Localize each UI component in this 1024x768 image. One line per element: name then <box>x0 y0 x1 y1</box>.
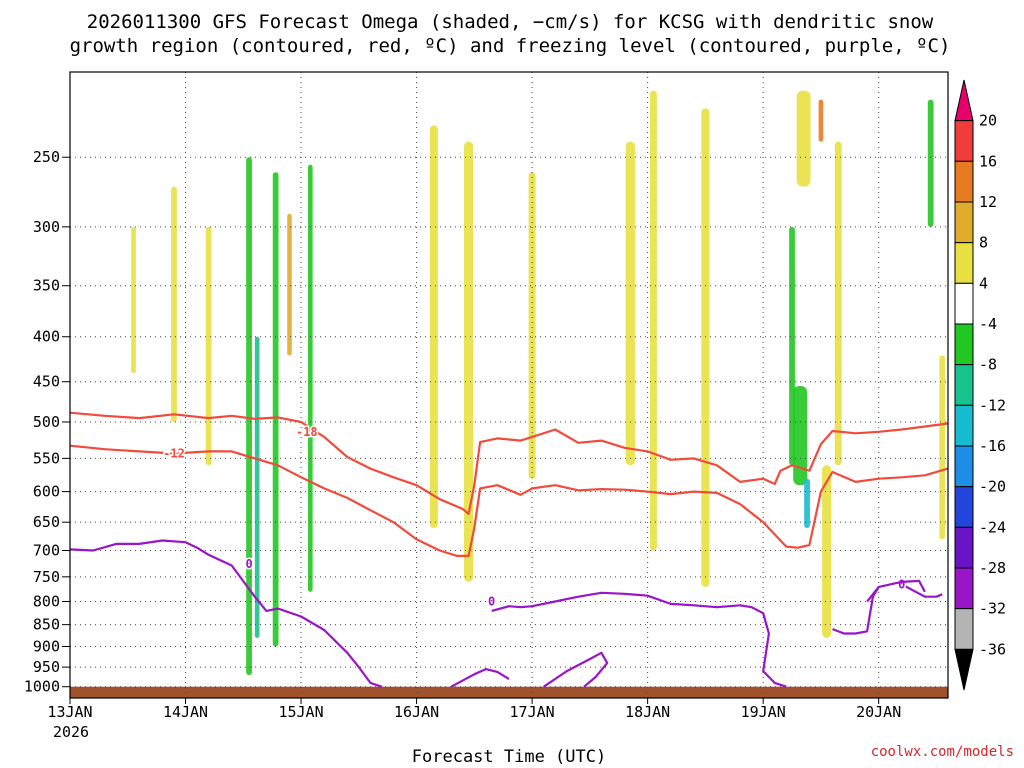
y-tick-label-250: 250 <box>33 148 60 166</box>
x-axis-label: Forecast Time (UTC) <box>412 747 606 767</box>
colorbar-label-2: 12 <box>979 193 997 211</box>
colorbar-swatch-12 <box>954 567 974 610</box>
colorbar-swatch-9 <box>954 445 974 488</box>
y-tick-label-900: 900 <box>33 637 60 655</box>
x-tick-label-15JAN: 15JAN <box>278 703 323 721</box>
contour-line-8 <box>832 586 880 635</box>
omega-patch-6 <box>804 478 810 529</box>
colorbar-swatch-6 <box>954 323 974 366</box>
omega-patch-8 <box>429 125 438 529</box>
omega-patch-15 <box>818 99 824 142</box>
y-tick-label-300: 300 <box>33 218 60 236</box>
colorbar-label-3: 8 <box>979 234 988 252</box>
colorbar-top-arrow <box>954 79 974 122</box>
colorbar-label-5: -4 <box>979 315 997 333</box>
y-tick-label-550: 550 <box>33 449 60 467</box>
colorbar-swatch-10 <box>954 486 974 528</box>
y-tick-label-600: 600 <box>33 483 60 501</box>
omega-patch-13 <box>701 108 710 587</box>
colorbar-label-7: -12 <box>979 396 1006 414</box>
colorbar-label-11: -28 <box>979 559 1006 577</box>
x-year-label: 2026 <box>53 723 89 741</box>
omega-patch-16 <box>834 141 842 466</box>
contour-label-5: 0 <box>488 594 495 608</box>
contour-label-6: 0 <box>898 577 905 591</box>
colorbar-label-6: -8 <box>979 356 997 374</box>
y-tick-label-400: 400 <box>33 328 60 346</box>
contour-line-4 <box>543 651 609 688</box>
x-tick-label-19JAN: 19JAN <box>741 703 786 721</box>
ground-surface <box>70 686 948 698</box>
omega-patch-20 <box>171 186 177 422</box>
omega-patch-7 <box>927 99 934 227</box>
colorbar-label-8: -16 <box>979 437 1006 455</box>
x-tick-label-14JAN: 14JAN <box>163 703 208 721</box>
colorbar-label-9: -20 <box>979 478 1006 496</box>
contour-line-2 <box>69 539 383 688</box>
colorbar-label-10: -24 <box>979 518 1006 536</box>
colorbar-swatch-3 <box>954 201 974 244</box>
colorbar-label-12: -32 <box>979 600 1006 618</box>
x-tick-label-17JAN: 17JAN <box>510 703 555 721</box>
contour-line-0 <box>69 411 949 515</box>
omega-patch-17 <box>822 465 832 638</box>
chart-title-line-1: 2026011300 GFS Forecast Omega (shaded, −… <box>87 11 934 33</box>
colorbar-label-13: -36 <box>979 640 1006 658</box>
contour-line-3 <box>450 668 510 688</box>
omega-patch-12 <box>649 90 657 551</box>
y-tick-label-750: 750 <box>33 568 60 586</box>
colorbar-swatch-1 <box>954 120 974 162</box>
colorbar-swatch-13 <box>954 608 974 650</box>
contour-label-1: -12 <box>163 446 185 460</box>
omega-patch-3 <box>307 164 313 592</box>
omega-patch-21 <box>205 226 212 466</box>
chart-title-line-2: growth region (contoured, red, ºC) and f… <box>70 35 951 57</box>
contour-label-2: 0 <box>245 557 252 571</box>
colorbar-swatch-8 <box>954 404 974 447</box>
omega-patch-2 <box>272 172 279 647</box>
x-tick-label-18JAN: 18JAN <box>625 703 670 721</box>
colorbar-label-4: 4 <box>979 274 988 292</box>
omega-patch-14 <box>796 90 811 187</box>
colorbar-bottom-arrow <box>954 648 974 691</box>
contour-label-0: -18 <box>296 425 318 439</box>
omega-patch-0 <box>246 157 252 676</box>
x-tick-label-16JAN: 16JAN <box>394 703 439 721</box>
colorbar-label-1: 16 <box>979 152 997 170</box>
x-tick-label-20JAN: 20JAN <box>856 703 901 721</box>
colorbar-legend: 20 16 12 8 4 -4 -8 -12 -16 -20 -24 -28 -32 -36 <box>954 79 1006 691</box>
contour-line-6 <box>901 583 943 598</box>
y-tick-label-450: 450 <box>33 373 60 391</box>
colorbar-label-0: 20 <box>979 112 997 130</box>
omega-patch-22 <box>131 226 136 374</box>
omega-patch-1 <box>254 336 260 638</box>
colorbar-swatch-11 <box>954 526 974 569</box>
colorbar-swatch-7 <box>954 364 974 406</box>
y-tick-label-950: 950 <box>33 658 60 676</box>
contour-line-5 <box>491 591 787 688</box>
omega-patch-19 <box>287 213 292 356</box>
omega-patch-5 <box>793 385 808 486</box>
y-tick-label-350: 350 <box>33 277 60 295</box>
site-credit: coolwx.com/models <box>871 744 1014 760</box>
omega-patch-10 <box>528 172 536 479</box>
plot-area: 250 300 350 400 450 500 550 600 650 700 750 800 850 9… <box>24 71 949 721</box>
plot-frame <box>69 71 949 699</box>
colorbar-swatch-2 <box>954 160 974 203</box>
contour-line-1 <box>69 444 949 557</box>
omega-patch-9 <box>463 141 474 582</box>
y-tick-label-500: 500 <box>33 413 60 431</box>
y-tick-label-800: 800 <box>33 592 60 610</box>
y-tick-label-850: 850 <box>33 616 60 634</box>
colorbar-swatch-4 <box>954 242 974 284</box>
y-tick-label-700: 700 <box>33 541 60 559</box>
omega-patch-18 <box>939 355 946 540</box>
x-tick-label-13JAN: 13JAN <box>47 703 92 721</box>
colorbar-swatch-5 <box>954 282 974 325</box>
y-tick-label-650: 650 <box>33 513 60 531</box>
y-tick-label-1000: 1000 <box>24 678 60 696</box>
omega-patch-11 <box>625 141 635 466</box>
